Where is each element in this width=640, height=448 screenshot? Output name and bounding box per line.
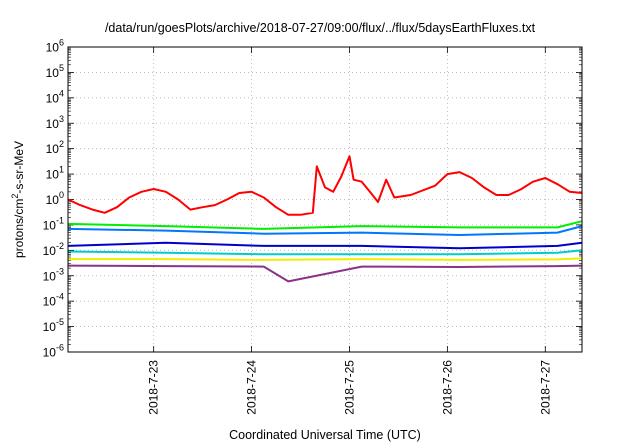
x-tick-label: 2018-7-24	[245, 360, 259, 415]
y-tick-label: 103	[46, 114, 64, 131]
plot-frame	[67, 46, 583, 353]
series-line-5	[67, 249, 583, 256]
series-line-3	[67, 225, 583, 236]
x-tick-label: 2018-7-25	[342, 360, 356, 415]
series-line-1	[67, 155, 583, 216]
y-tick-label: 10-6	[43, 343, 64, 360]
y-tick-label: 100	[46, 190, 64, 207]
series-line-7	[67, 264, 583, 283]
chart-title: /data/run/goesPlots/archive/2018-07-27/0…	[104, 21, 536, 35]
y-axis-label: protons/cm2-s-sr-MeV	[10, 141, 26, 258]
y-tick-label: 101	[46, 165, 64, 182]
series-line-2	[67, 220, 583, 230]
y-tick-label: 10-2	[43, 241, 64, 258]
y-tick-label: 106	[46, 38, 64, 55]
y-tick-label: 102	[46, 139, 64, 156]
y-tick-label: 105	[46, 63, 64, 80]
y-tick-label: 10-1	[43, 215, 64, 232]
x-tick-label: 2018-7-23	[147, 360, 161, 415]
y-tick-label: 10-4	[43, 292, 64, 309]
y-tick-label: 10-3	[43, 266, 64, 283]
x-tick-label: 2018-7-27	[538, 360, 552, 415]
series-line-6	[68, 257, 583, 261]
series-line-4	[67, 241, 583, 250]
y-tick-label: 10-5	[43, 317, 64, 334]
x-tick-label: 2018-7-26	[440, 360, 454, 415]
y-tick-label: 104	[46, 88, 64, 105]
x-axis-label: Coordinated Universal Time (UTC)	[229, 428, 421, 442]
